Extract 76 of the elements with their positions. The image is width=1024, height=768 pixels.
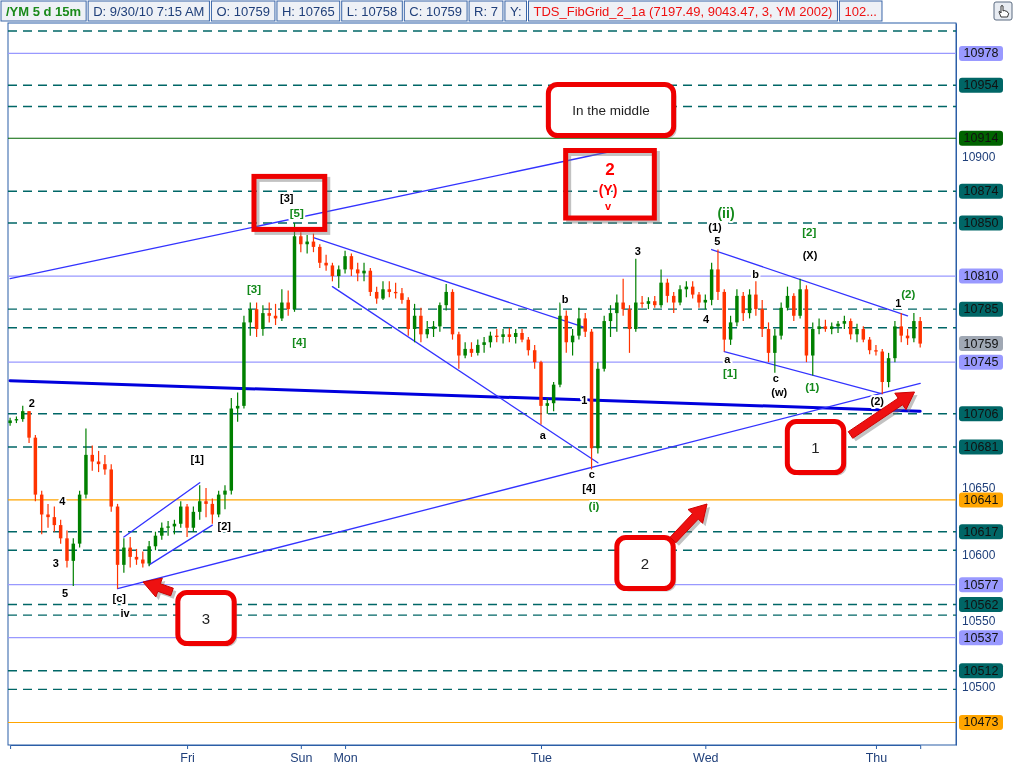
annotation: v [604, 200, 612, 212]
text: 10759 [963, 336, 999, 351]
ref-line-label: 10745 [963, 355, 999, 370]
x-tick-label: Mon [333, 750, 358, 765]
annotation: [1] [190, 452, 205, 465]
ref-line-label: 10850 [963, 216, 999, 231]
annotation: [5] [289, 207, 304, 220]
y-tick-label: 10550 [962, 613, 996, 628]
ref-line-label: 10537 [963, 630, 999, 645]
text: D: 9/30/10 7:15 AM [93, 4, 205, 19]
annotation: (ii) [717, 204, 735, 221]
annotation: 1 [895, 296, 902, 309]
annotation: [1] [722, 367, 738, 380]
text: L: 10758 [346, 4, 398, 19]
text: O: 10759 [216, 4, 270, 19]
annotation: 2 [28, 396, 35, 409]
annotation: 3 [52, 557, 59, 570]
annotation: 4 [702, 313, 710, 325]
x-tick-label: Wed [693, 750, 719, 765]
y-tick-label: 10500 [962, 680, 996, 695]
annotation: (2) [901, 288, 916, 300]
annotation: 5 [714, 234, 721, 247]
x-tick-label: Fri [180, 750, 195, 765]
annotation: [c] [112, 592, 127, 605]
ref-line-label: 10914 [963, 131, 999, 146]
ref-line-label: 10617 [963, 524, 999, 539]
annotation: [3] [279, 192, 294, 205]
annotation: a [724, 352, 732, 365]
x-tick-label: Sun [290, 750, 313, 765]
annotation: b [752, 268, 760, 281]
annotation: 1 [811, 438, 820, 456]
annotation: [2] [802, 225, 817, 238]
annotation: c [588, 468, 595, 480]
annotation: [4] [292, 335, 307, 348]
ref-line-label: 10562 [963, 597, 999, 612]
annotation: [4] [582, 482, 597, 495]
annotation: a [539, 429, 547, 441]
text: Y: [509, 4, 522, 19]
annotation: iv [120, 607, 131, 620]
annotation: In the middle [572, 102, 650, 118]
text: R: 7 [474, 4, 498, 19]
annotation: (1) [708, 221, 723, 234]
annotation: (2) [870, 395, 885, 407]
annotation: [3] [246, 283, 262, 296]
annotation: (i) [588, 500, 600, 512]
x-tick-label: Thu [865, 750, 888, 765]
annotation: 5 [61, 586, 69, 599]
annotation: 3 [201, 609, 211, 627]
y-tick-label: 10900 [962, 150, 996, 165]
ref-line-label: 10874 [963, 184, 999, 199]
text: H: 10765 [281, 4, 335, 19]
text: 102... [844, 4, 877, 19]
ref-line-label: 10810 [963, 269, 999, 284]
x-tick-label: Tue [530, 750, 553, 765]
ref-line-label: 10785 [963, 302, 999, 317]
annotation: [2] [217, 520, 232, 532]
annotation: (1) [805, 381, 820, 394]
ref-line-label: 10512 [963, 663, 999, 678]
ref-line-label: 10473 [963, 715, 999, 730]
annotation: (X) [802, 249, 818, 261]
annotation: 1 [581, 394, 588, 406]
ref-line-label: 10978 [963, 46, 999, 61]
annotation: b [561, 292, 569, 305]
ref-line-label: 10954 [963, 78, 999, 93]
annotation: 3 [634, 245, 641, 257]
ref-line-label: 10577 [963, 577, 999, 592]
text: TDS_FibGrid_2_1a (7197.49, 9043.47, 3, YM 2002) [533, 4, 833, 19]
annotation: (w) [771, 386, 788, 399]
y-tick-label: 10600 [962, 547, 996, 562]
annotation: 2 [640, 554, 650, 572]
annotation: c [772, 371, 779, 384]
text: C: 10759 [409, 4, 463, 19]
ref-line-label: 10706 [963, 406, 999, 421]
annotation: 2 [605, 159, 615, 179]
ref-line-label: 10681 [963, 439, 999, 454]
chart-title: /YM 5 d 15m [6, 4, 82, 19]
